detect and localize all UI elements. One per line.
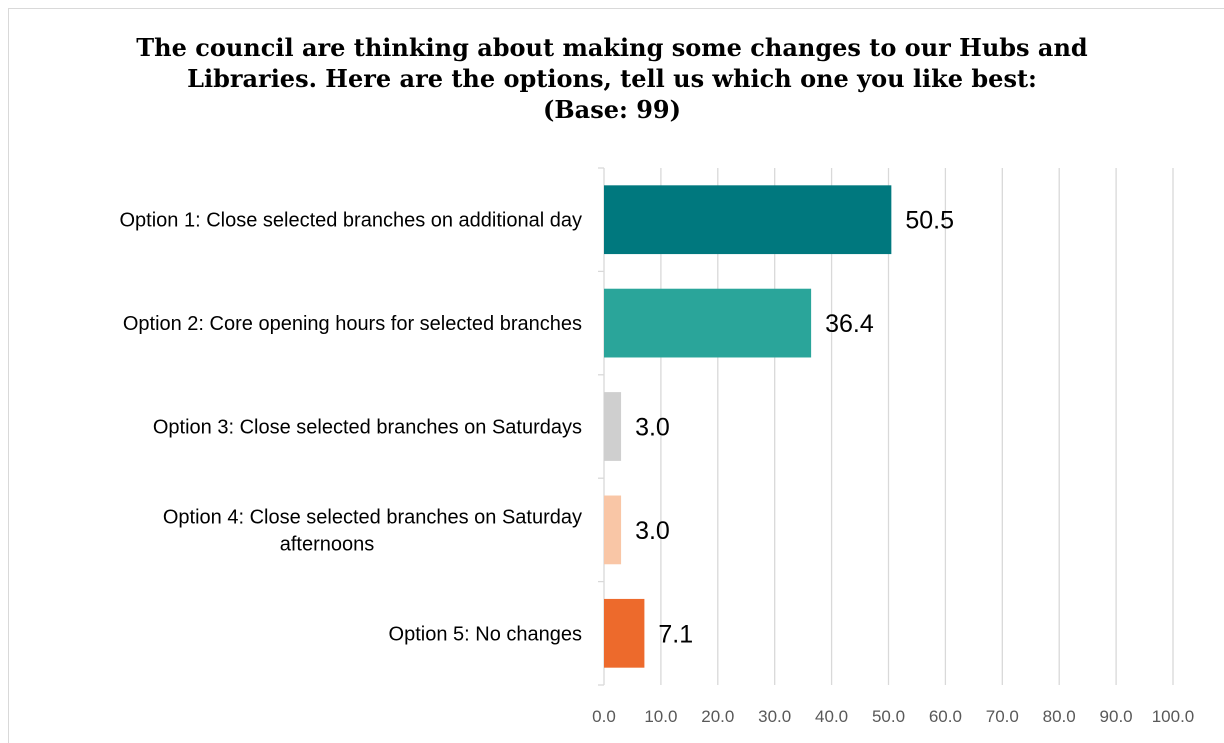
bar (604, 495, 622, 565)
category-labels: Option 1: Close selected branches on add… (119, 210, 582, 646)
value-labels: 50.5 36.4 3.0 3.0 7.1 (635, 207, 954, 649)
bar (604, 598, 645, 668)
category-label-line: Option 1: Close selected branches on add… (119, 210, 582, 232)
category-label: Option 4: Close selected branches on Sat… (163, 506, 582, 555)
chart-frame (8, 8, 1224, 743)
data-label: 3.0 (635, 414, 670, 442)
category-label-line: afternoons (280, 533, 375, 555)
category-label: Option 5: No changes (389, 623, 582, 645)
bars (604, 185, 892, 668)
x-tick-label: 70.0 (986, 707, 1019, 726)
category-label: Option 1: Close selected branches on add… (119, 210, 582, 232)
gridlines (660, 168, 1174, 685)
category-label-line: Option 4: Close selected branches on Sat… (163, 506, 582, 528)
bar (604, 288, 812, 358)
bar (604, 185, 892, 255)
x-tick-label: 90.0 (1100, 707, 1133, 726)
category-label: Option 3: Close selected branches on Sat… (153, 417, 582, 439)
chart-title-line-1: The council are thinking about making so… (136, 33, 1088, 62)
data-label: 3.0 (635, 517, 670, 545)
x-tick-label: 30.0 (758, 707, 791, 726)
chart-title-line-2: Libraries. Here are the options, tell us… (187, 64, 1037, 93)
category-label-line: Option 5: No changes (389, 623, 582, 645)
category-axis (598, 167, 605, 686)
x-tick-labels: 0.0 10.0 20.0 30.0 40.0 50.0 60.0 70.0 80.0 90.0 1… (592, 707, 1194, 726)
x-tick-label: 60.0 (929, 707, 962, 726)
x-tick-label: 20.0 (701, 707, 734, 726)
data-label: 50.5 (905, 207, 954, 235)
category-label-line: Option 3: Close selected branches on Sat… (153, 417, 582, 439)
chart-title-line-3: (Base: 99) (543, 95, 681, 124)
x-tick-label: 40.0 (815, 707, 848, 726)
data-label: 36.4 (825, 310, 874, 338)
category-label: Option 2: Core opening hours for selecte… (123, 313, 582, 335)
x-tick-label: 50.0 (872, 707, 905, 726)
chart-title: The council are thinking about making so… (100, 32, 1124, 125)
x-tick-label: 0.0 (592, 707, 616, 726)
data-label: 7.1 (658, 620, 693, 648)
category-label-line: Option 2: Core opening hours for selecte… (123, 313, 582, 335)
x-tick-label: 80.0 (1043, 707, 1076, 726)
bar (604, 392, 622, 461)
x-tick-label: 100.0 (1152, 707, 1195, 726)
x-tick-label: 10.0 (644, 707, 677, 726)
